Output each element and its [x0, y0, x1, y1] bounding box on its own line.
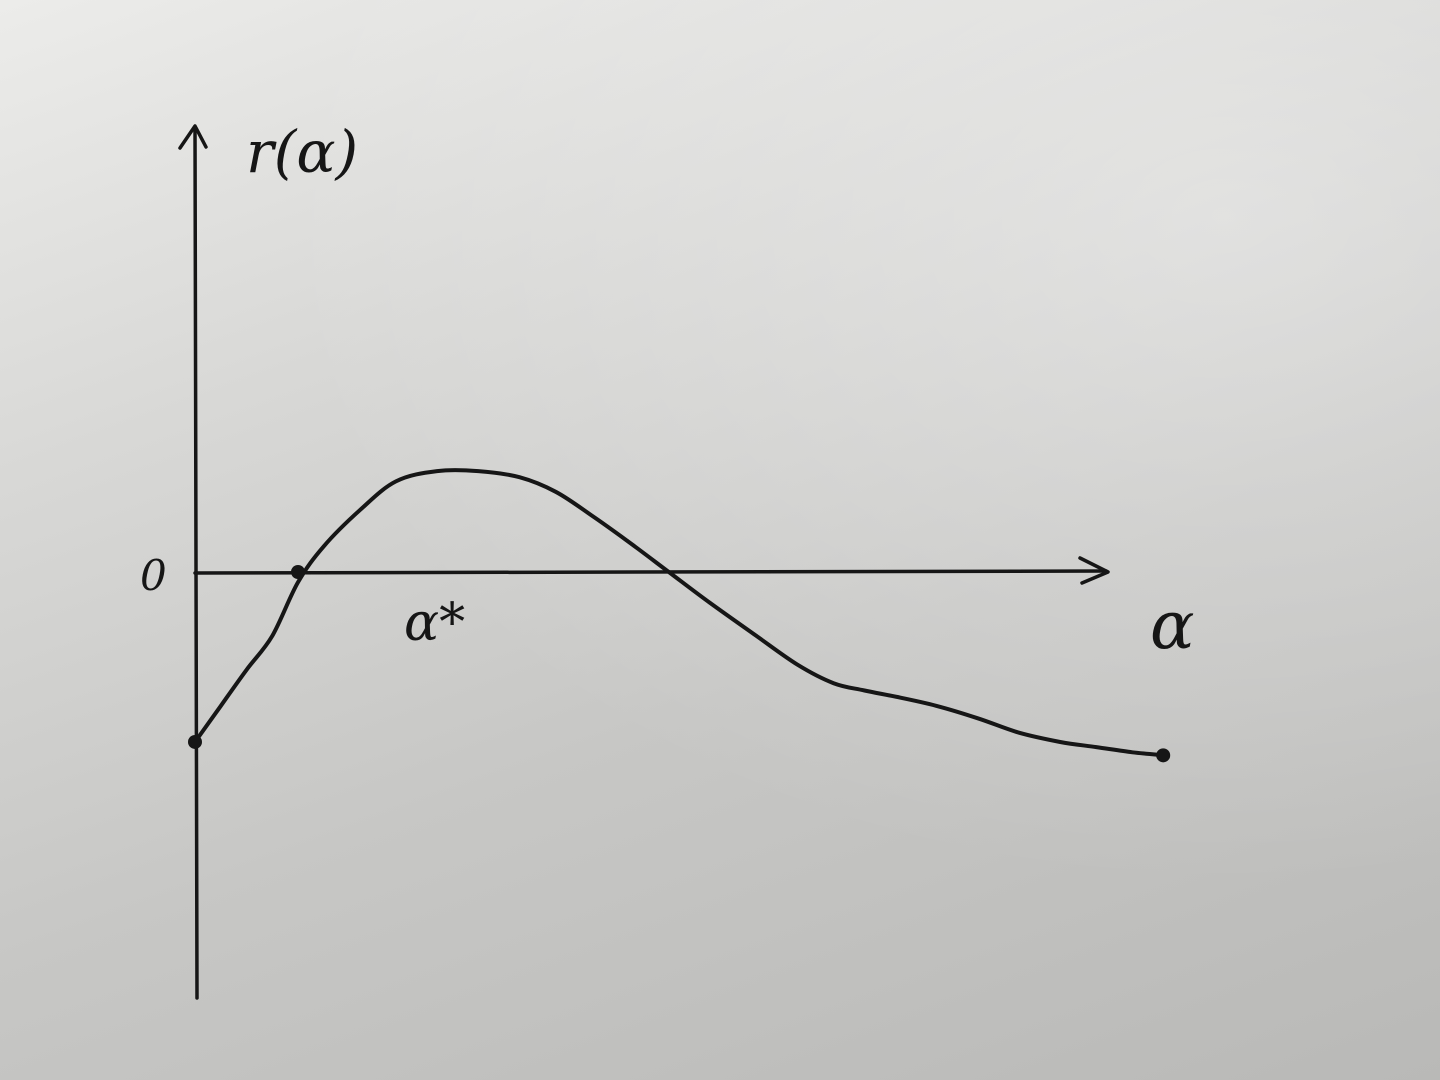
y-axis-arrowhead	[178, 124, 208, 150]
origin-label: 0	[140, 551, 167, 600]
x-axis	[193, 569, 1108, 575]
series-curve	[193, 468, 1166, 758]
marked-point-0	[188, 734, 202, 749]
x-axis-label: α	[1150, 587, 1195, 664]
x-axis-arrowhead	[1078, 556, 1110, 585]
y-axis	[193, 126, 199, 1000]
y-axis-label: r(α)	[246, 118, 358, 186]
marked-points	[188, 565, 1171, 763]
marked-point-1	[291, 565, 305, 579]
alpha-star-annotation: α*	[404, 593, 465, 653]
marked-point-2	[1156, 748, 1171, 763]
